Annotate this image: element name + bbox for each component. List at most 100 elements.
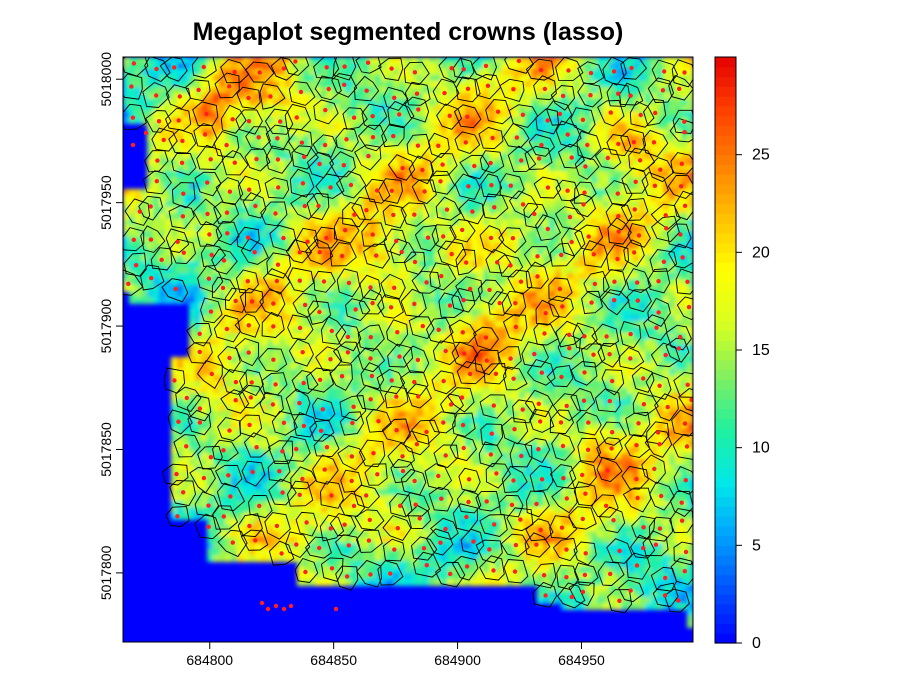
raster-cell: [621, 87, 628, 94]
raster-cell: [315, 105, 322, 112]
raster-cell: [387, 327, 394, 334]
raster-cell: [357, 63, 364, 70]
raster-cell: [657, 135, 664, 142]
raster-cell: [597, 183, 604, 190]
raster-cell: [297, 69, 304, 76]
raster-cell: [375, 153, 382, 160]
raster-cell: [561, 87, 568, 94]
raster-cell: [609, 237, 616, 244]
raster-cell: [441, 99, 448, 106]
raster-cell: [453, 327, 460, 334]
raster-cell: [435, 351, 442, 358]
raster-cell: [525, 147, 532, 154]
raster-cell: [363, 351, 370, 358]
raster-cell: [291, 369, 298, 376]
raster-cell: [531, 147, 538, 154]
raster-cell: [219, 177, 226, 184]
raster-cell: [459, 231, 466, 238]
raster-cell: [255, 375, 262, 382]
raster-cell: [447, 123, 454, 130]
raster-cell: [591, 93, 598, 100]
raster-cell: [549, 291, 556, 298]
raster-cell: [489, 165, 496, 172]
raster-cell: [417, 129, 424, 136]
raster-cell: [177, 69, 184, 76]
raster-cell: [321, 231, 328, 238]
raster-cell: [543, 93, 550, 100]
raster-cell: [603, 57, 610, 64]
raster-cell: [657, 285, 664, 292]
raster-cell: [495, 171, 502, 178]
raster-cell: [357, 231, 364, 238]
raster-cell: [183, 165, 190, 172]
raster-cell: [225, 279, 232, 286]
raster-cell: [141, 111, 148, 118]
raster-cell: [567, 327, 574, 334]
raster-cell: [291, 183, 298, 190]
raster-cell: [207, 285, 214, 292]
raster-cell: [279, 219, 286, 226]
raster-cell: [195, 99, 202, 106]
raster-cell: [555, 273, 562, 280]
raster-cell: [363, 315, 370, 322]
raster-cell: [639, 303, 646, 310]
raster-cell: [687, 93, 693, 100]
raster-cell: [345, 327, 352, 334]
raster-cell: [687, 159, 693, 166]
raster-cell: [225, 225, 232, 232]
raster-cell: [489, 267, 496, 274]
raster-cell: [435, 357, 442, 364]
raster-cell: [147, 225, 154, 232]
raster-cell: [153, 171, 160, 178]
raster-cell: [207, 93, 214, 100]
raster-cell: [297, 177, 304, 184]
raster-cell: [129, 69, 136, 76]
raster-cell: [441, 159, 448, 166]
raster-cell: [549, 105, 556, 112]
raster-cell: [459, 87, 466, 94]
raster-cell: [291, 213, 298, 220]
raster-cell: [267, 381, 274, 388]
raster-cell: [489, 219, 496, 226]
raster-cell: [255, 159, 262, 166]
raster-cell: [561, 171, 568, 178]
raster-cell: [477, 303, 484, 310]
raster-cell: [555, 339, 562, 346]
raster-cell: [327, 87, 334, 94]
raster-cell: [141, 273, 148, 280]
raster-cell: [249, 69, 256, 76]
raster-cell: [591, 267, 598, 274]
raster-cell: [585, 315, 592, 322]
raster-cell: [183, 381, 190, 388]
raster-cell: [177, 255, 184, 262]
raster-cell: [573, 219, 580, 226]
raster-cell: [681, 225, 688, 232]
raster-cell: [369, 339, 376, 346]
raster-cell: [321, 135, 328, 142]
raster-cell: [519, 129, 526, 136]
raster-cell: [303, 171, 310, 178]
raster-cell: [351, 177, 358, 184]
raster-cell: [279, 93, 286, 100]
raster-cell: [459, 345, 466, 352]
raster-cell: [165, 225, 172, 232]
raster-cell: [165, 219, 172, 226]
raster-cell: [309, 159, 316, 166]
raster-cell: [429, 69, 436, 76]
raster-cell: [591, 219, 598, 226]
raster-cell: [249, 153, 256, 160]
raster-cell: [663, 207, 670, 214]
raster-cell: [675, 249, 682, 256]
raster-cell: [309, 141, 316, 148]
raster-cell: [345, 117, 352, 124]
raster-cell: [213, 141, 220, 148]
raster-cell: [669, 231, 676, 238]
raster-cell: [423, 69, 430, 76]
raster-cell: [597, 273, 604, 280]
raster-cell: [183, 225, 190, 232]
raster-cell: [321, 117, 328, 124]
raster-cell: [609, 123, 616, 130]
raster-cell: [471, 237, 478, 244]
raster-cell: [597, 165, 604, 172]
raster-cell: [519, 87, 526, 94]
